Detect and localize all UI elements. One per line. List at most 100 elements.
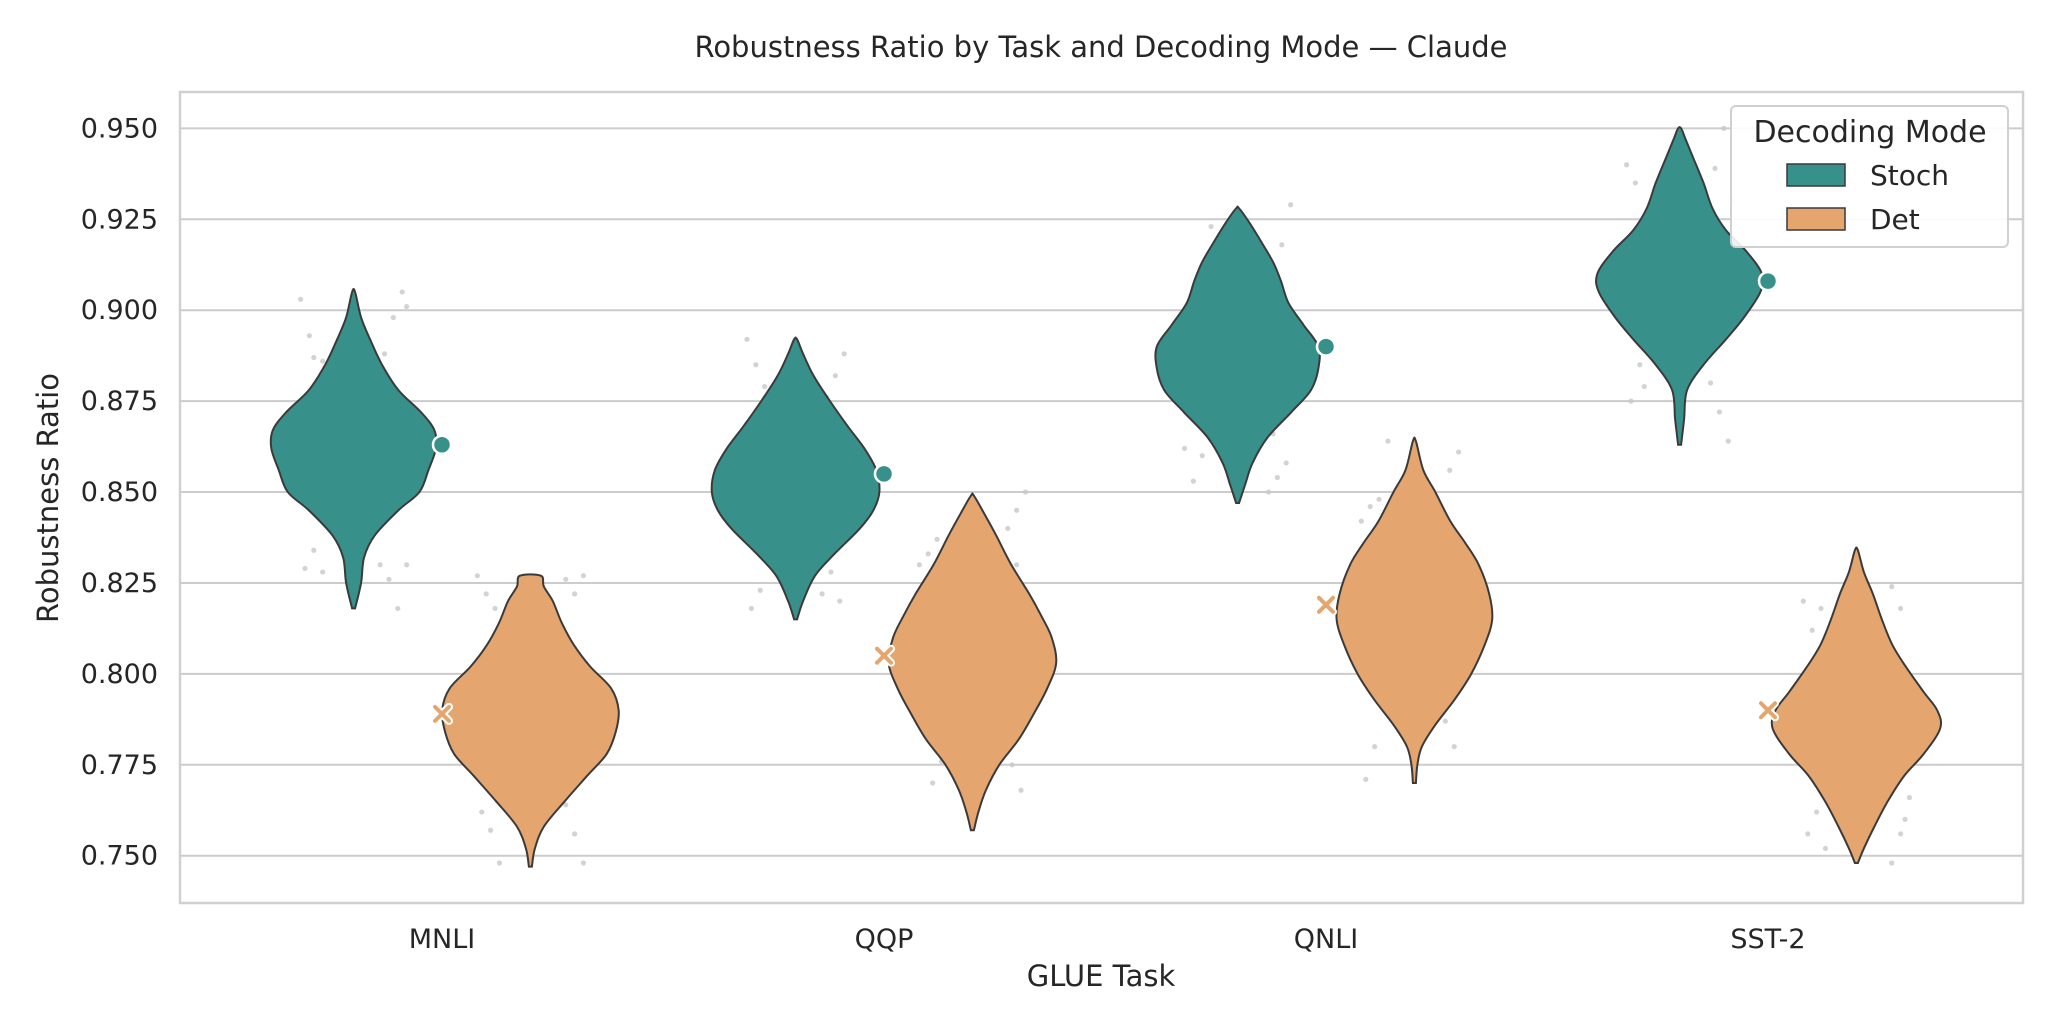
data-point [1199,453,1205,459]
y-tick-label: 0.825 [81,568,158,599]
data-point [1805,831,1811,837]
data-point [1707,380,1714,386]
violin-stoch-mnli [269,287,438,610]
data-point [1712,165,1718,171]
mean-marker-det [1315,593,1337,616]
data-point [1623,162,1630,168]
violins [269,126,1943,868]
data-point [1889,860,1895,866]
data-point [1208,223,1214,230]
data-point [1009,762,1015,768]
data-point [496,860,503,866]
data-point [1005,525,1011,532]
data-point [757,587,763,593]
mean-marker-stoch [431,434,453,456]
data-point [580,860,587,866]
y-tick-label: 0.800 [81,659,158,690]
data-point [311,547,317,553]
y-axis-label: Robustness Ratio [31,373,65,623]
data-point [395,605,401,612]
data-point [1190,478,1196,484]
data-point [1902,816,1908,822]
legend-swatch-stoch [1786,163,1846,187]
data-point [1637,362,1643,368]
data-point [925,551,931,557]
x-tick-label: QQP [855,924,914,955]
chart-title: Robustness Ratio by Task and Decoding Mo… [694,30,1507,64]
violin-stoch-qqp [710,336,881,621]
legend: Decoding Mode Stoch Det [1730,105,2009,248]
data-point [1906,794,1913,801]
x-tick-labels: MNLI QQP QNLI SST-2 [409,924,1806,955]
data-point [762,383,768,390]
data-point [572,831,578,837]
data-point [1018,787,1024,793]
data-point [483,591,489,597]
mean-markers [431,270,1779,725]
mean-marker-det [873,644,895,667]
data-point [404,303,410,310]
mean-marker-stoch [873,463,895,485]
violin-stoch-sst-2 [1595,126,1765,446]
data-point [1181,445,1188,452]
data-point [1632,180,1638,186]
data-point [377,562,383,568]
y-tick-label: 0.900 [81,295,158,326]
data-point [832,373,838,379]
data-point [837,598,843,604]
data-point [828,569,834,575]
data-point [841,351,847,357]
legend-label-det: Det [1870,203,1920,236]
x-tick-label: QNLI [1294,924,1358,955]
data-point [492,605,498,612]
data-point [572,591,578,597]
data-point [1288,202,1294,208]
legend-title: Decoding Mode [1753,115,1986,150]
data-point [1447,467,1453,473]
y-tick-label: 0.950 [81,113,158,144]
violin-det-qqp [887,492,1058,832]
data-point [1367,503,1373,510]
violin-det-qnli [1335,436,1494,784]
data-point [580,573,587,579]
violin-stoch-qnli [1154,205,1321,504]
data-point [306,333,312,339]
mean-marker-stoch [1757,270,1779,292]
data-point [381,351,388,357]
data-point [1022,489,1029,495]
mean-marker-stoch [1315,336,1337,357]
data-point [320,358,326,364]
data-point [1014,507,1020,513]
data-point [1822,845,1829,852]
data-point [488,827,494,833]
data-point [1363,776,1369,782]
data-point [563,802,569,808]
data-point [1283,460,1289,466]
data-point [1716,409,1722,415]
data-point [1451,744,1457,750]
y-tick-label: 0.775 [81,750,158,781]
y-tick-label: 0.850 [81,477,158,508]
data-point [916,562,922,568]
data-point [1265,489,1272,495]
data-point [1372,744,1378,750]
data-point [1279,242,1285,248]
mean-marker-det [431,702,453,725]
mean-marker-det [1757,699,1779,722]
data-point [930,780,936,786]
data-point [1898,831,1904,837]
data-point [1442,718,1448,724]
violin-det-sst-2 [1770,546,1943,864]
legend-label-stoch: Stoch [1870,159,1949,192]
data-point [1628,398,1634,404]
data-point [1274,474,1280,481]
data-point [1898,605,1904,612]
data-point [744,336,750,342]
data-point [1818,605,1824,612]
data-point [1456,449,1462,455]
data-point [1641,383,1647,390]
x-tick-label: SST-2 [1730,924,1805,955]
data-point [1358,518,1364,524]
y-tick-label: 0.750 [81,841,158,872]
